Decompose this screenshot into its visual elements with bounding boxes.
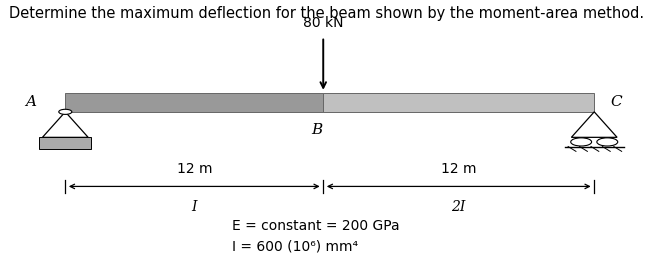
Bar xyxy=(39,138,91,149)
Circle shape xyxy=(59,110,72,115)
Text: Determine the maximum deflection for the beam shown by the moment-area method.: Determine the maximum deflection for the… xyxy=(9,6,644,21)
Polygon shape xyxy=(42,112,88,138)
Text: 80 kN: 80 kN xyxy=(303,16,343,30)
Text: I = 600 (10⁶) mm⁴: I = 600 (10⁶) mm⁴ xyxy=(232,238,358,252)
Bar xyxy=(323,93,594,112)
Text: E = constant = 200 GPa: E = constant = 200 GPa xyxy=(232,218,400,232)
Text: A: A xyxy=(25,95,36,108)
Text: 12 m: 12 m xyxy=(441,161,477,175)
Circle shape xyxy=(597,138,618,146)
Text: C: C xyxy=(611,95,622,108)
Text: 2I: 2I xyxy=(451,199,466,213)
Text: B: B xyxy=(311,122,323,136)
Polygon shape xyxy=(571,112,617,138)
Bar xyxy=(65,93,323,112)
Circle shape xyxy=(571,138,592,146)
Text: I: I xyxy=(191,199,197,213)
Text: 12 m: 12 m xyxy=(176,161,212,175)
